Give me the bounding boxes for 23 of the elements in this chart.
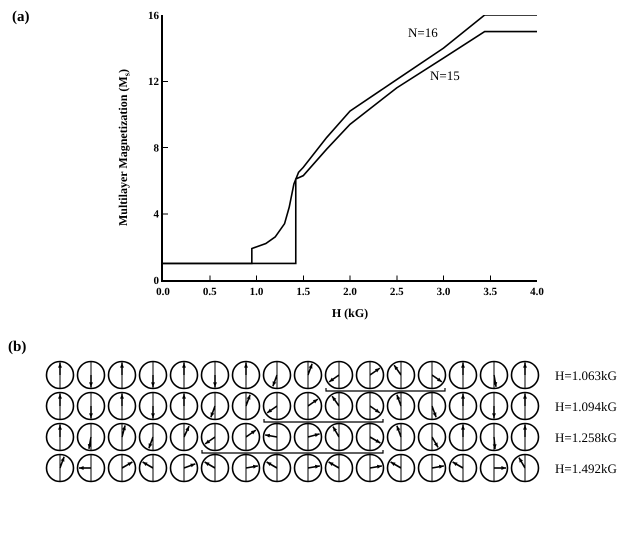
x-tick-label: 4.0 [530, 286, 544, 298]
y-tick-label: 8 [154, 142, 160, 154]
text: H=1.094kG [555, 399, 617, 414]
y-tick-label: 4 [154, 208, 160, 221]
text: H=1.492kG [555, 461, 617, 476]
text: H=1.063kG [555, 368, 617, 383]
y-tick-label: 0 [154, 274, 160, 287]
text: H=1.258kG [555, 430, 617, 445]
x-tick-label: 3.0 [436, 286, 451, 298]
x-tick-label: 0.5 [202, 286, 218, 298]
x-axis-title: H (kG) [332, 306, 368, 320]
y-tick-label: 16 [148, 10, 160, 22]
x-tick-label: 0.0 [156, 286, 170, 298]
x-tick-label: 1.5 [296, 286, 311, 298]
x-tick-label: 1.0 [250, 286, 264, 298]
x-tick-label: 3.5 [483, 286, 498, 298]
y-tick-label: 12 [148, 76, 160, 88]
x-tick-label: 2.5 [390, 286, 404, 298]
text: (a) [12, 9, 30, 25]
series-label: N=15 [430, 68, 460, 83]
series-label: N=16 [408, 25, 438, 40]
x-tick-label: 2.0 [343, 286, 358, 298]
text: (b) [8, 339, 26, 355]
